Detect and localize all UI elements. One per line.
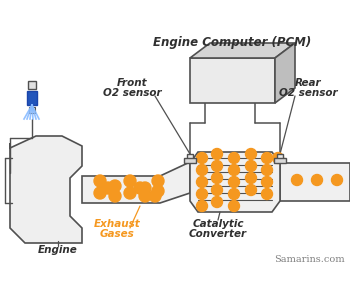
- Bar: [187, 154, 193, 162]
- Bar: [184, 158, 196, 163]
- Circle shape: [312, 175, 322, 186]
- Circle shape: [124, 175, 136, 187]
- Text: Front: Front: [117, 78, 147, 88]
- Bar: [29, 107, 35, 113]
- Polygon shape: [82, 162, 190, 203]
- Circle shape: [229, 200, 239, 212]
- Circle shape: [139, 182, 151, 194]
- Polygon shape: [275, 43, 295, 103]
- Circle shape: [261, 165, 273, 176]
- Circle shape: [196, 176, 208, 187]
- Circle shape: [331, 175, 343, 186]
- Circle shape: [245, 149, 257, 160]
- Text: Engine Computer (PCM): Engine Computer (PCM): [153, 36, 311, 49]
- Circle shape: [245, 160, 257, 171]
- Bar: [27, 91, 37, 105]
- Circle shape: [261, 176, 273, 187]
- Circle shape: [196, 165, 208, 176]
- Circle shape: [229, 176, 239, 187]
- Circle shape: [109, 190, 121, 202]
- Circle shape: [292, 175, 302, 186]
- Circle shape: [211, 160, 223, 171]
- Circle shape: [134, 182, 146, 194]
- Circle shape: [273, 152, 284, 163]
- Circle shape: [139, 190, 151, 202]
- Polygon shape: [190, 152, 280, 212]
- Text: Converter: Converter: [189, 229, 247, 239]
- Polygon shape: [190, 43, 295, 58]
- Circle shape: [196, 189, 208, 200]
- Polygon shape: [190, 58, 275, 103]
- Text: Samarins.com: Samarins.com: [274, 255, 345, 265]
- Circle shape: [152, 175, 164, 187]
- Text: O2 sensor: O2 sensor: [279, 88, 337, 98]
- Text: Catalytic: Catalytic: [192, 219, 244, 229]
- Circle shape: [196, 152, 208, 163]
- Circle shape: [261, 189, 273, 200]
- Circle shape: [109, 180, 121, 192]
- Circle shape: [229, 152, 239, 163]
- Circle shape: [196, 200, 208, 212]
- Circle shape: [229, 165, 239, 176]
- Text: O2 sensor: O2 sensor: [103, 88, 161, 98]
- Bar: [274, 158, 286, 163]
- Polygon shape: [10, 136, 82, 243]
- Circle shape: [94, 175, 106, 187]
- Circle shape: [124, 187, 136, 199]
- Circle shape: [229, 189, 239, 200]
- Text: Exhaust: Exhaust: [94, 219, 140, 229]
- Circle shape: [211, 173, 223, 184]
- Text: Gases: Gases: [100, 229, 134, 239]
- Circle shape: [102, 182, 114, 194]
- Circle shape: [261, 152, 273, 163]
- Bar: [277, 154, 283, 162]
- Circle shape: [94, 187, 106, 199]
- Circle shape: [152, 185, 164, 197]
- Text: Rear: Rear: [295, 78, 321, 88]
- Polygon shape: [280, 163, 350, 201]
- Bar: [28, 81, 36, 89]
- Text: Engine: Engine: [38, 245, 78, 255]
- Circle shape: [245, 173, 257, 184]
- Circle shape: [149, 190, 161, 202]
- Circle shape: [211, 184, 223, 195]
- Circle shape: [245, 184, 257, 195]
- Circle shape: [211, 197, 223, 207]
- Circle shape: [211, 149, 223, 160]
